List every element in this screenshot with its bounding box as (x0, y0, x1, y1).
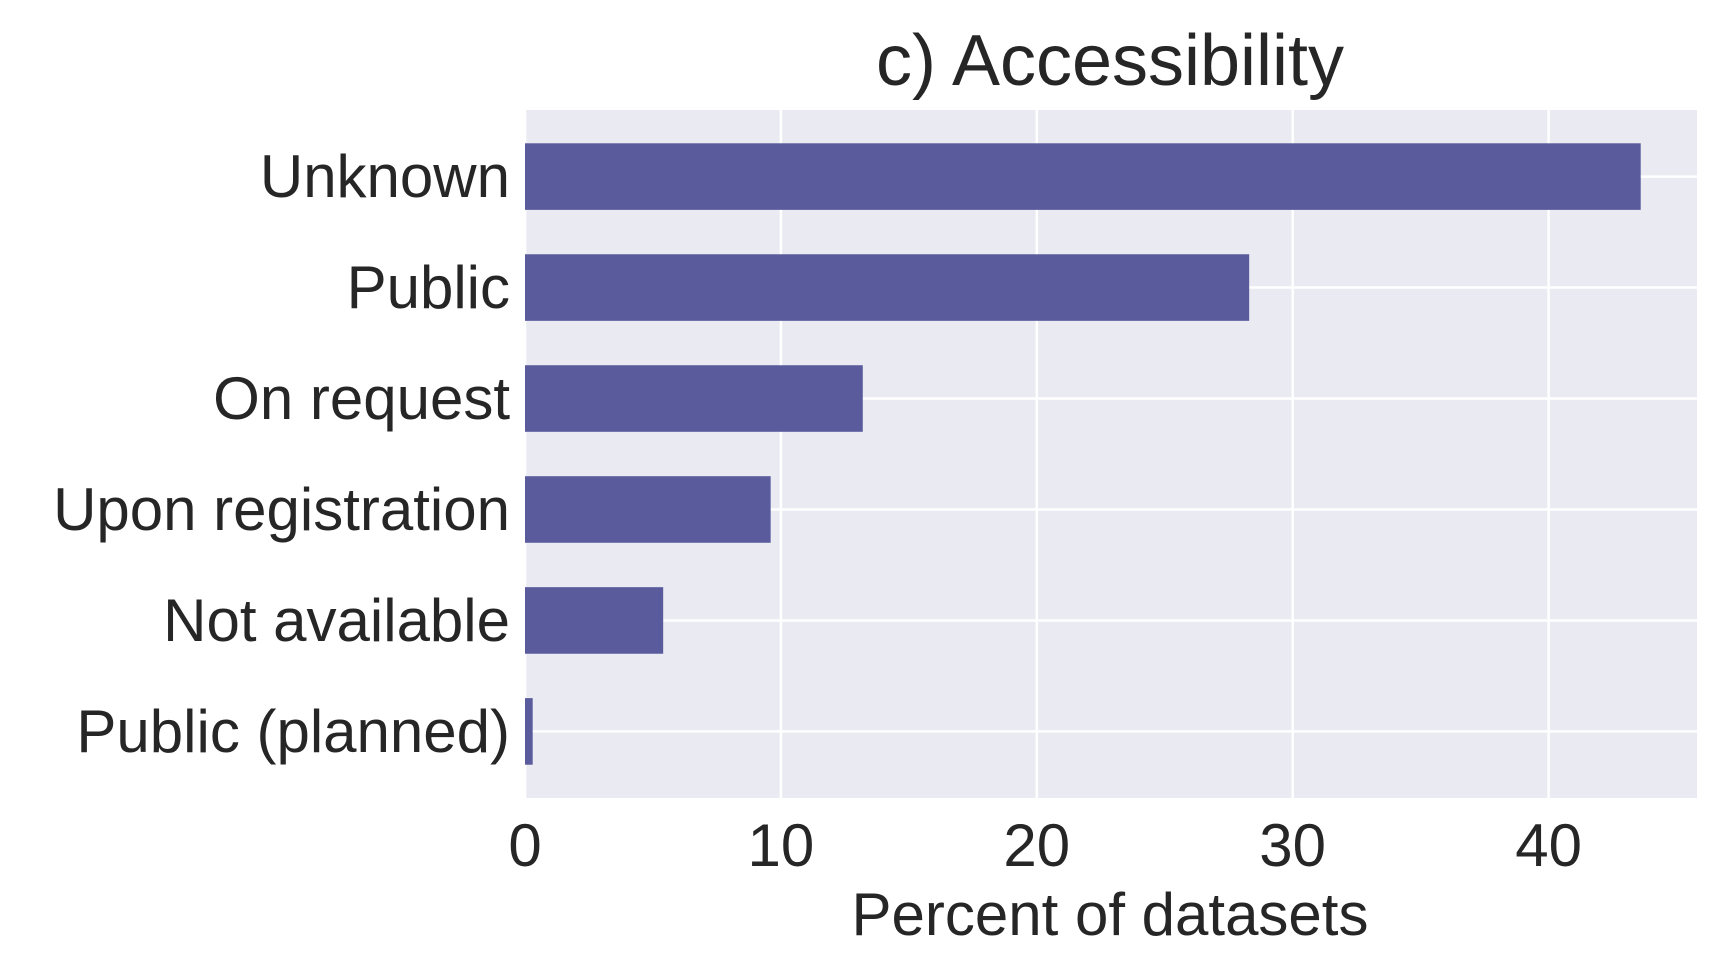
category-label: Unknown (260, 143, 510, 210)
bar-public (525, 254, 1250, 321)
bar-not-available (525, 587, 664, 654)
x-tick-label: 10 (748, 812, 815, 879)
category-label: Upon registration (53, 476, 510, 543)
category-label: Public (planned) (76, 698, 510, 765)
category-labels: Unknown Public On request Upon registration… (53, 143, 510, 765)
x-tick-label: 20 (1003, 812, 1070, 879)
x-tick-label: 0 (508, 812, 541, 879)
bar-on-request (525, 365, 863, 432)
bars (525, 143, 1641, 765)
bar-unknown (525, 143, 1641, 210)
bar-public-planned (525, 698, 533, 765)
x-tick-label: 40 (1515, 812, 1582, 879)
bar-upon-registration (525, 476, 771, 543)
plot-area (525, 110, 1697, 798)
x-tick-labels: 0 10 20 30 40 (508, 812, 1582, 879)
category-label: On request (213, 365, 510, 432)
category-label: Public (347, 254, 510, 321)
x-tick-label: 30 (1259, 812, 1326, 879)
category-label: Not available (163, 587, 510, 654)
chart-title: c) Accessibility (876, 21, 1344, 101)
x-axis-label: Percent of datasets (852, 881, 1369, 948)
